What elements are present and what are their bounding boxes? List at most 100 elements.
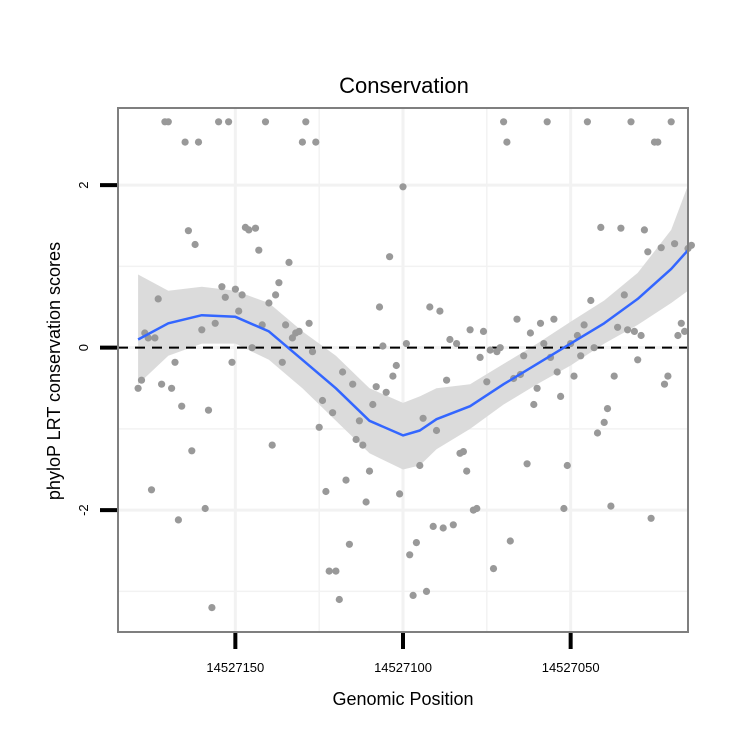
data-point bbox=[312, 138, 320, 146]
data-point bbox=[215, 118, 223, 126]
data-point bbox=[550, 315, 558, 323]
data-point bbox=[426, 303, 434, 311]
data-point bbox=[147, 486, 156, 494]
data-point bbox=[533, 384, 541, 392]
data-point bbox=[560, 504, 568, 513]
data-point bbox=[587, 296, 595, 305]
y-axis-title: phyloP LRT conservation scores bbox=[44, 242, 64, 500]
data-point bbox=[171, 358, 179, 366]
data-point bbox=[204, 406, 213, 414]
data-point bbox=[372, 383, 380, 391]
data-point bbox=[677, 319, 685, 327]
data-point bbox=[506, 537, 514, 545]
data-point bbox=[285, 258, 293, 266]
data-point bbox=[184, 227, 192, 235]
data-point bbox=[402, 340, 410, 348]
data-point bbox=[489, 565, 498, 573]
data-point bbox=[168, 384, 176, 392]
data-point bbox=[667, 118, 675, 126]
confidence-band bbox=[138, 185, 689, 470]
data-point bbox=[600, 418, 608, 426]
panel-border bbox=[117, 107, 689, 633]
data-point bbox=[137, 376, 146, 384]
smooth-fit-line bbox=[137, 249, 689, 437]
data-point bbox=[453, 340, 461, 348]
data-point bbox=[221, 293, 229, 301]
data-point bbox=[191, 240, 199, 249]
data-point bbox=[577, 352, 585, 360]
data-point bbox=[593, 429, 602, 437]
data-point bbox=[513, 315, 521, 323]
data-point bbox=[295, 327, 303, 335]
data-point bbox=[479, 327, 488, 335]
data-point bbox=[503, 138, 511, 146]
data-point bbox=[382, 388, 390, 396]
data-point bbox=[597, 223, 605, 231]
data-point bbox=[399, 183, 407, 191]
data-point bbox=[419, 414, 427, 422]
data-point bbox=[245, 226, 253, 234]
data-point bbox=[660, 380, 669, 388]
data-point bbox=[607, 502, 615, 510]
data-point bbox=[231, 285, 239, 293]
data-point bbox=[282, 321, 290, 329]
data-point bbox=[225, 118, 233, 126]
data-point bbox=[429, 522, 437, 531]
data-point bbox=[198, 326, 206, 334]
data-point bbox=[443, 376, 451, 384]
data-point bbox=[218, 283, 226, 291]
data-point bbox=[630, 327, 639, 335]
data-point bbox=[302, 118, 310, 126]
data-point bbox=[386, 253, 394, 261]
data-point bbox=[627, 118, 635, 126]
data-point bbox=[181, 138, 189, 146]
data-point bbox=[624, 326, 632, 334]
data-point bbox=[439, 524, 447, 532]
data-point bbox=[590, 344, 598, 352]
data-point bbox=[178, 402, 186, 410]
data-point bbox=[315, 423, 323, 431]
data-point bbox=[476, 353, 484, 361]
data-point bbox=[298, 138, 306, 146]
data-point bbox=[228, 358, 236, 366]
data-point bbox=[473, 504, 481, 513]
data-point bbox=[188, 447, 196, 455]
data-point bbox=[483, 378, 491, 386]
data-point bbox=[610, 372, 618, 380]
smooth-fit-path bbox=[137, 249, 689, 437]
x-axis-title: Genomic Position bbox=[332, 689, 473, 709]
data-point bbox=[158, 380, 166, 388]
data-point bbox=[396, 490, 404, 498]
data-point bbox=[563, 461, 571, 470]
data-point bbox=[647, 514, 655, 522]
data-point bbox=[432, 426, 441, 435]
data-point bbox=[687, 241, 696, 249]
data-point bbox=[268, 441, 276, 449]
y-tick-label: 2 bbox=[76, 182, 91, 189]
data-point bbox=[409, 591, 417, 600]
data-point bbox=[436, 307, 444, 315]
data-point bbox=[349, 380, 357, 388]
data-point bbox=[657, 244, 665, 252]
y-tick-label: 0 bbox=[76, 344, 91, 351]
data-point bbox=[154, 295, 162, 303]
data-point bbox=[345, 540, 353, 548]
data-point bbox=[352, 435, 360, 444]
data-point bbox=[620, 291, 628, 299]
data-point bbox=[459, 448, 467, 456]
data-point bbox=[174, 516, 182, 524]
axes: 14527150 14527100 14527050 -2 0 2 bbox=[76, 182, 600, 675]
data-point bbox=[332, 567, 340, 575]
data-point bbox=[674, 331, 682, 340]
data-point bbox=[355, 417, 363, 425]
x-tick-label: 14527050 bbox=[542, 660, 600, 675]
data-point bbox=[416, 461, 424, 470]
data-point bbox=[446, 335, 454, 344]
data-point bbox=[530, 400, 538, 409]
data-point bbox=[523, 460, 531, 468]
data-point bbox=[375, 303, 384, 311]
data-point bbox=[466, 326, 474, 334]
data-point bbox=[265, 299, 273, 307]
data-point bbox=[365, 467, 374, 475]
data-point bbox=[369, 400, 377, 409]
